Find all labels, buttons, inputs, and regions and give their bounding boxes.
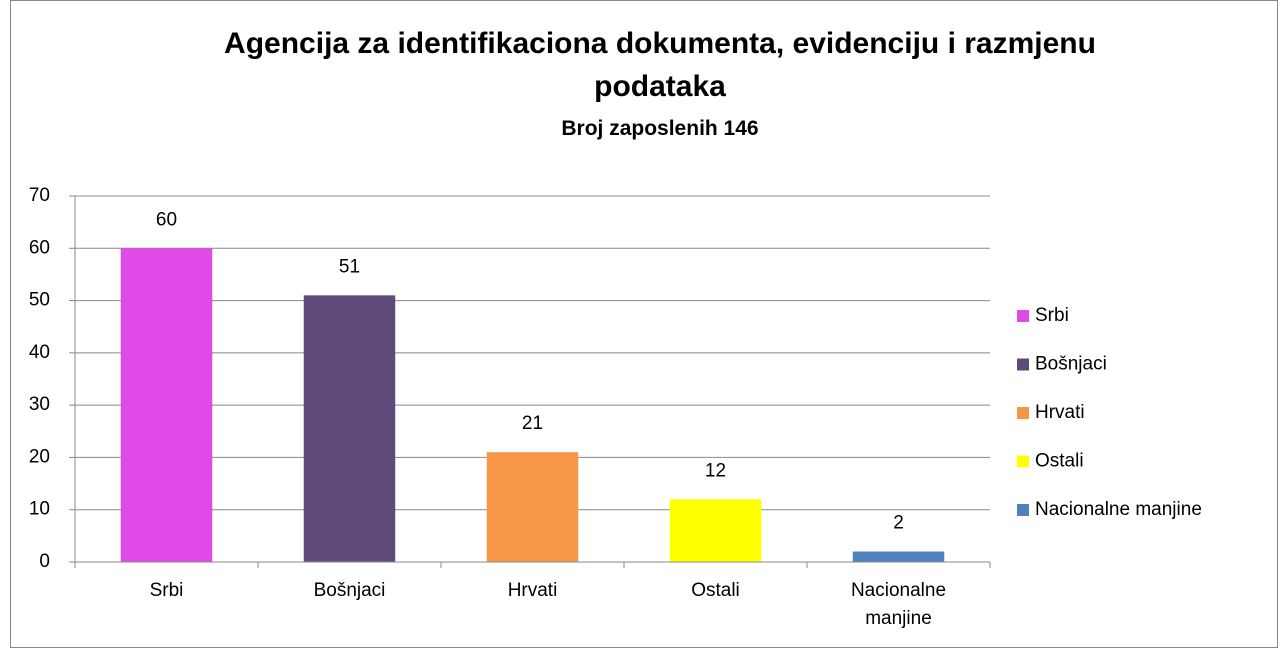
chart-frame [10, 0, 1278, 648]
legend-label: Ostali [1035, 451, 1084, 472]
data-label: 12 [705, 460, 726, 481]
legend-swatch [1017, 407, 1029, 419]
x-tick-label: Srbi [149, 580, 184, 601]
legend-swatch [1017, 358, 1029, 371]
bar [669, 499, 762, 562]
legend-swatch [1017, 310, 1029, 322]
legend-swatch [1017, 455, 1029, 468]
legend-label: Srbi [1035, 305, 1069, 326]
data-label: 51 [339, 256, 360, 277]
legend-label: Bošnjaci [1035, 354, 1107, 375]
legend-swatch [1017, 504, 1029, 516]
y-tick-label: 20 [29, 446, 50, 467]
y-tick-label: 0 [39, 551, 50, 572]
data-label: 2 [893, 513, 904, 534]
x-tick-label: Ostali [691, 580, 740, 601]
y-tick-label: 50 [29, 290, 50, 311]
bar [303, 295, 396, 562]
y-tick-label: 70 [29, 185, 50, 206]
bar [120, 248, 213, 563]
data-label: 60 [156, 209, 177, 230]
y-tick-label: 30 [29, 394, 50, 415]
chart-subtitle: Broj zaposlenih 146 [561, 117, 759, 140]
bar [486, 452, 579, 562]
y-tick-label: 60 [29, 237, 50, 258]
x-tick-label: Bošnjaci [313, 580, 386, 601]
x-tick-label: Hrvati [507, 580, 558, 601]
x-tick-label: Nacionalne manjine [850, 580, 947, 629]
y-tick-label: 10 [29, 499, 50, 520]
data-label: 21 [522, 413, 543, 434]
chart-title: Agencija za identifikaciona dokumenta, e… [224, 27, 1096, 103]
bar [852, 551, 945, 562]
y-tick-label: 40 [29, 342, 50, 363]
legend-label: Hrvati [1035, 402, 1085, 423]
legend-label: Nacionalne manjine [1035, 499, 1202, 520]
